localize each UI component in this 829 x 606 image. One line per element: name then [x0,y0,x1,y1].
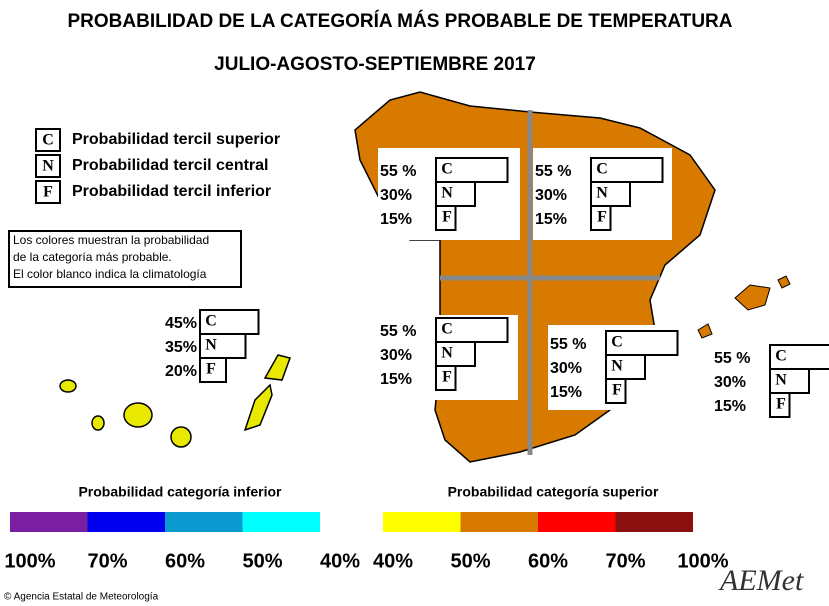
scale-swatch [538,512,616,532]
note-line: El color blanco indica la climatología [13,267,207,281]
note-line: de la categoría más probable. [13,250,172,264]
prob-letter: C [611,334,623,351]
island [777,275,791,289]
prob-letter: N [596,185,608,202]
scale-title: Probabilidad categoría superior [448,484,659,500]
prob-label: 15% [535,211,567,228]
prob-bar [605,354,646,380]
legend-label: Probabilidad tercil inferior [72,183,271,200]
note-box [8,230,242,288]
prob-bar [435,365,457,391]
prob-letter: N [205,337,217,354]
canarias [59,354,291,448]
prob-letter: F [442,209,452,226]
prob-label: 55 % [535,163,571,180]
prob-bar [435,181,476,207]
prob-label: 45% [165,315,197,332]
prob-letter: C [596,161,608,178]
prob-label: 55 % [714,350,750,367]
island [170,426,192,448]
prob-label: 30% [714,374,746,391]
scale-tick: 50% [242,550,282,572]
prob-letter: F [776,396,786,413]
scale-tick: 100% [677,550,728,572]
scale-title: Probabilidad categoría inferior [78,484,282,500]
scale-swatch [87,512,165,532]
prob-bar [590,205,612,231]
prob-letter: C [441,321,453,338]
prob-bar [435,341,476,367]
island [243,383,273,432]
prob-bar [769,344,829,370]
scale-swatch [615,512,693,532]
logo: AEMet [718,564,804,597]
island [91,415,105,431]
scale-tick: 60% [165,550,205,572]
legend-label: Probabilidad tercil superior [72,131,280,148]
prob-letter: F [206,361,216,378]
prob-bar [605,378,627,404]
scale-swatch [242,512,320,532]
prob-label: 30% [380,347,412,364]
prob-label: 30% [380,187,412,204]
island [59,379,77,393]
legend-box [35,154,61,178]
prob-label: 15% [380,371,412,388]
island [123,402,153,428]
subtitle: JULIO-AGOSTO-SEPTIEMBRE 2017 [214,54,536,75]
prob-label: 20% [165,363,197,380]
scale-tick: 50% [450,550,490,572]
scale-swatch [460,512,538,532]
legend-letter: N [42,158,54,175]
prob-letter: N [441,185,453,202]
legend-box [35,180,61,204]
prob-label: 55 % [550,336,586,353]
island [697,323,713,339]
legend-box [35,128,61,152]
island [263,354,291,381]
prob-bar [435,317,509,343]
prob-letter: F [612,382,622,399]
prob-bar [199,357,227,383]
legend-letter: C [42,132,54,149]
prob-bar [769,368,810,394]
scale-tick: 70% [87,550,127,572]
scale-swatch [165,512,243,532]
prob-bar [605,330,679,356]
prob-letter: N [611,358,623,375]
scale-swatch [10,512,88,532]
prob-letter: C [205,313,217,330]
note-line: Los colores muestran la probabilidad [13,233,209,247]
title: PROBABILIDAD DE LA CATEGORÍA MÁS PROBABL… [68,10,733,32]
prob-bar [769,392,791,418]
prob-letter: C [775,348,787,365]
prob-bar [590,157,664,183]
prob-label: 55 % [380,163,416,180]
scale-tick: 70% [605,550,645,572]
prob-label: 15% [550,384,582,401]
prob-label: 30% [535,187,567,204]
prob-letter: F [597,209,607,226]
prob-label: 30% [550,360,582,377]
prob-letter: N [775,372,787,389]
prob-letter: N [441,345,453,362]
prob-letter: F [442,369,452,386]
prob-letter: C [441,161,453,178]
scale-tick: 40% [373,550,413,572]
prob-label: 15% [380,211,412,228]
prob-bar [435,205,457,231]
legend-label: Probabilidad tercil central [72,157,269,174]
prob-label: 35% [165,339,197,356]
scale-tick: 40% [320,550,360,572]
scale-tick: 60% [528,550,568,572]
island [734,284,771,311]
scale-swatch [383,512,461,532]
legend-letter: F [43,184,53,201]
prob-label: 55 % [380,323,416,340]
footer: © Agencia Estatal de Meteorología [4,592,159,603]
prob-label: 15% [714,398,746,415]
scale-tick: 100% [4,550,55,572]
